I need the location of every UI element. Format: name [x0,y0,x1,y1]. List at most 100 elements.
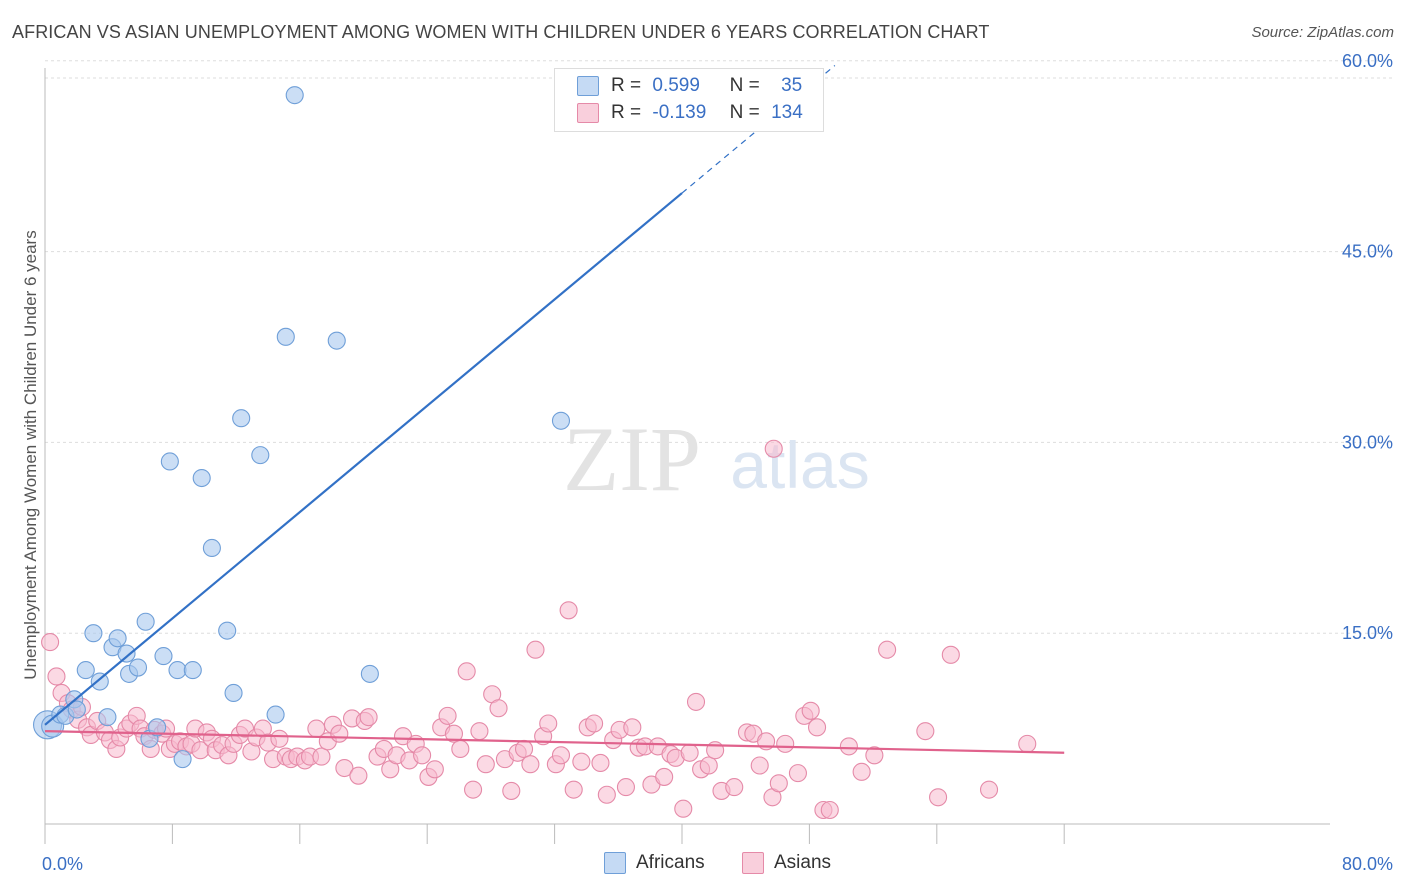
tick-labels: 15.0% 30.0% 45.0% 60.0% 0.0% 80.0% [42,51,1393,874]
legend-row-asians: R = -0.139 N = 134 [577,102,803,126]
asians-point [464,780,483,799]
asians-point [769,774,788,793]
y-tick-label: 45.0% [1342,242,1393,262]
africans-point [67,700,86,719]
asians-point [539,714,558,733]
asians-point [270,729,289,748]
africans-point [148,718,167,737]
gridlines [45,60,1392,634]
africans-point [173,750,192,769]
africans-point [327,331,346,350]
stats-legend: R = 0.599 N = 35 R = -0.139 N = 134 [554,68,824,132]
asians-swatch [577,102,599,123]
x-tick-label-min: 0.0% [42,854,83,874]
chart-title: AFRICAN VS ASIAN UNEMPLOYMENT AMONG WOME… [12,22,990,42]
y-tick-label: 60.0% [1342,51,1393,71]
asians-point [1018,734,1037,753]
asians-point [502,781,521,800]
asians-point [801,701,820,720]
africans-point [84,624,103,643]
asians-points [41,439,1037,820]
axes [44,68,1330,844]
africans-point [192,468,211,488]
africans-point [76,661,95,680]
asians-point [979,780,999,799]
africans-point [136,612,155,631]
asians-point [591,753,610,772]
africans-point [183,661,202,680]
trend-lines [44,65,1065,754]
africans-point [251,446,270,465]
asians-point [457,662,476,681]
asians-point [349,766,368,785]
africans-point [154,647,173,666]
asians-point [551,746,571,765]
asians-point [572,752,591,771]
africans-point [128,658,148,677]
africans-point [266,705,285,724]
asians-point [521,755,540,774]
africans-point [117,644,136,663]
asians-r-label: R = [611,102,642,123]
africans-point [551,411,571,430]
asians-point [413,746,432,765]
africans-points [32,86,571,769]
asians-point [489,699,508,718]
asians-point [788,764,807,783]
legend-asians-swatch [742,852,764,874]
asians-point [929,788,948,807]
africans-point [218,621,237,640]
africans-point [160,452,179,471]
asians-point [699,756,718,775]
legend-item-asians: Asians [742,852,831,874]
africans-n-label: N = [729,75,760,96]
asians-point [312,747,331,766]
africans-point [285,86,304,105]
africans-point [202,538,221,558]
asians-point [616,778,635,797]
africans-point [108,629,127,648]
asians-point [41,633,60,652]
y-tick-label: 15.0% [1342,623,1393,643]
legend-row-africans: R = 0.599 N = 35 [577,75,802,99]
asians-point [776,734,795,753]
asians-point [514,739,534,759]
watermark: ZIP atlas [563,408,870,510]
africans-point [224,683,243,703]
asians-point [764,439,783,458]
y-tick-label: 30.0% [1342,432,1393,452]
africans-n-value: 35 [781,75,803,96]
asians-point [476,755,495,774]
africans-point [360,664,379,683]
africans-swatch [577,75,599,96]
asians-point [916,722,935,741]
watermark-zip: ZIP [563,408,701,510]
x-tick-label-max: 80.0% [1342,854,1393,874]
asians-point [444,724,464,743]
asians-point [559,601,578,620]
asians-point [674,799,693,818]
asians-point [680,743,699,762]
asians-point [597,785,616,804]
asians-point [686,692,706,711]
asians-point [330,724,349,743]
asians-point [820,800,839,820]
asians-point [47,667,66,686]
africans-r-value: 0.599 [652,75,700,96]
asians-point [852,762,871,781]
watermark-atlas: atlas [730,428,869,502]
asians-r-value: -0.139 [652,102,707,123]
asians-point [655,767,674,786]
africans-r-label: R = [611,75,642,96]
africans-point [168,661,187,680]
asians-point [725,778,744,797]
asians-point [623,718,642,737]
asians-point [878,640,897,659]
asians-point [526,640,545,659]
asians-point [359,708,378,727]
asians-point [425,760,444,779]
legend-asians-label: Asians [774,852,832,874]
africans-point [232,409,251,428]
africans-point [98,708,117,727]
